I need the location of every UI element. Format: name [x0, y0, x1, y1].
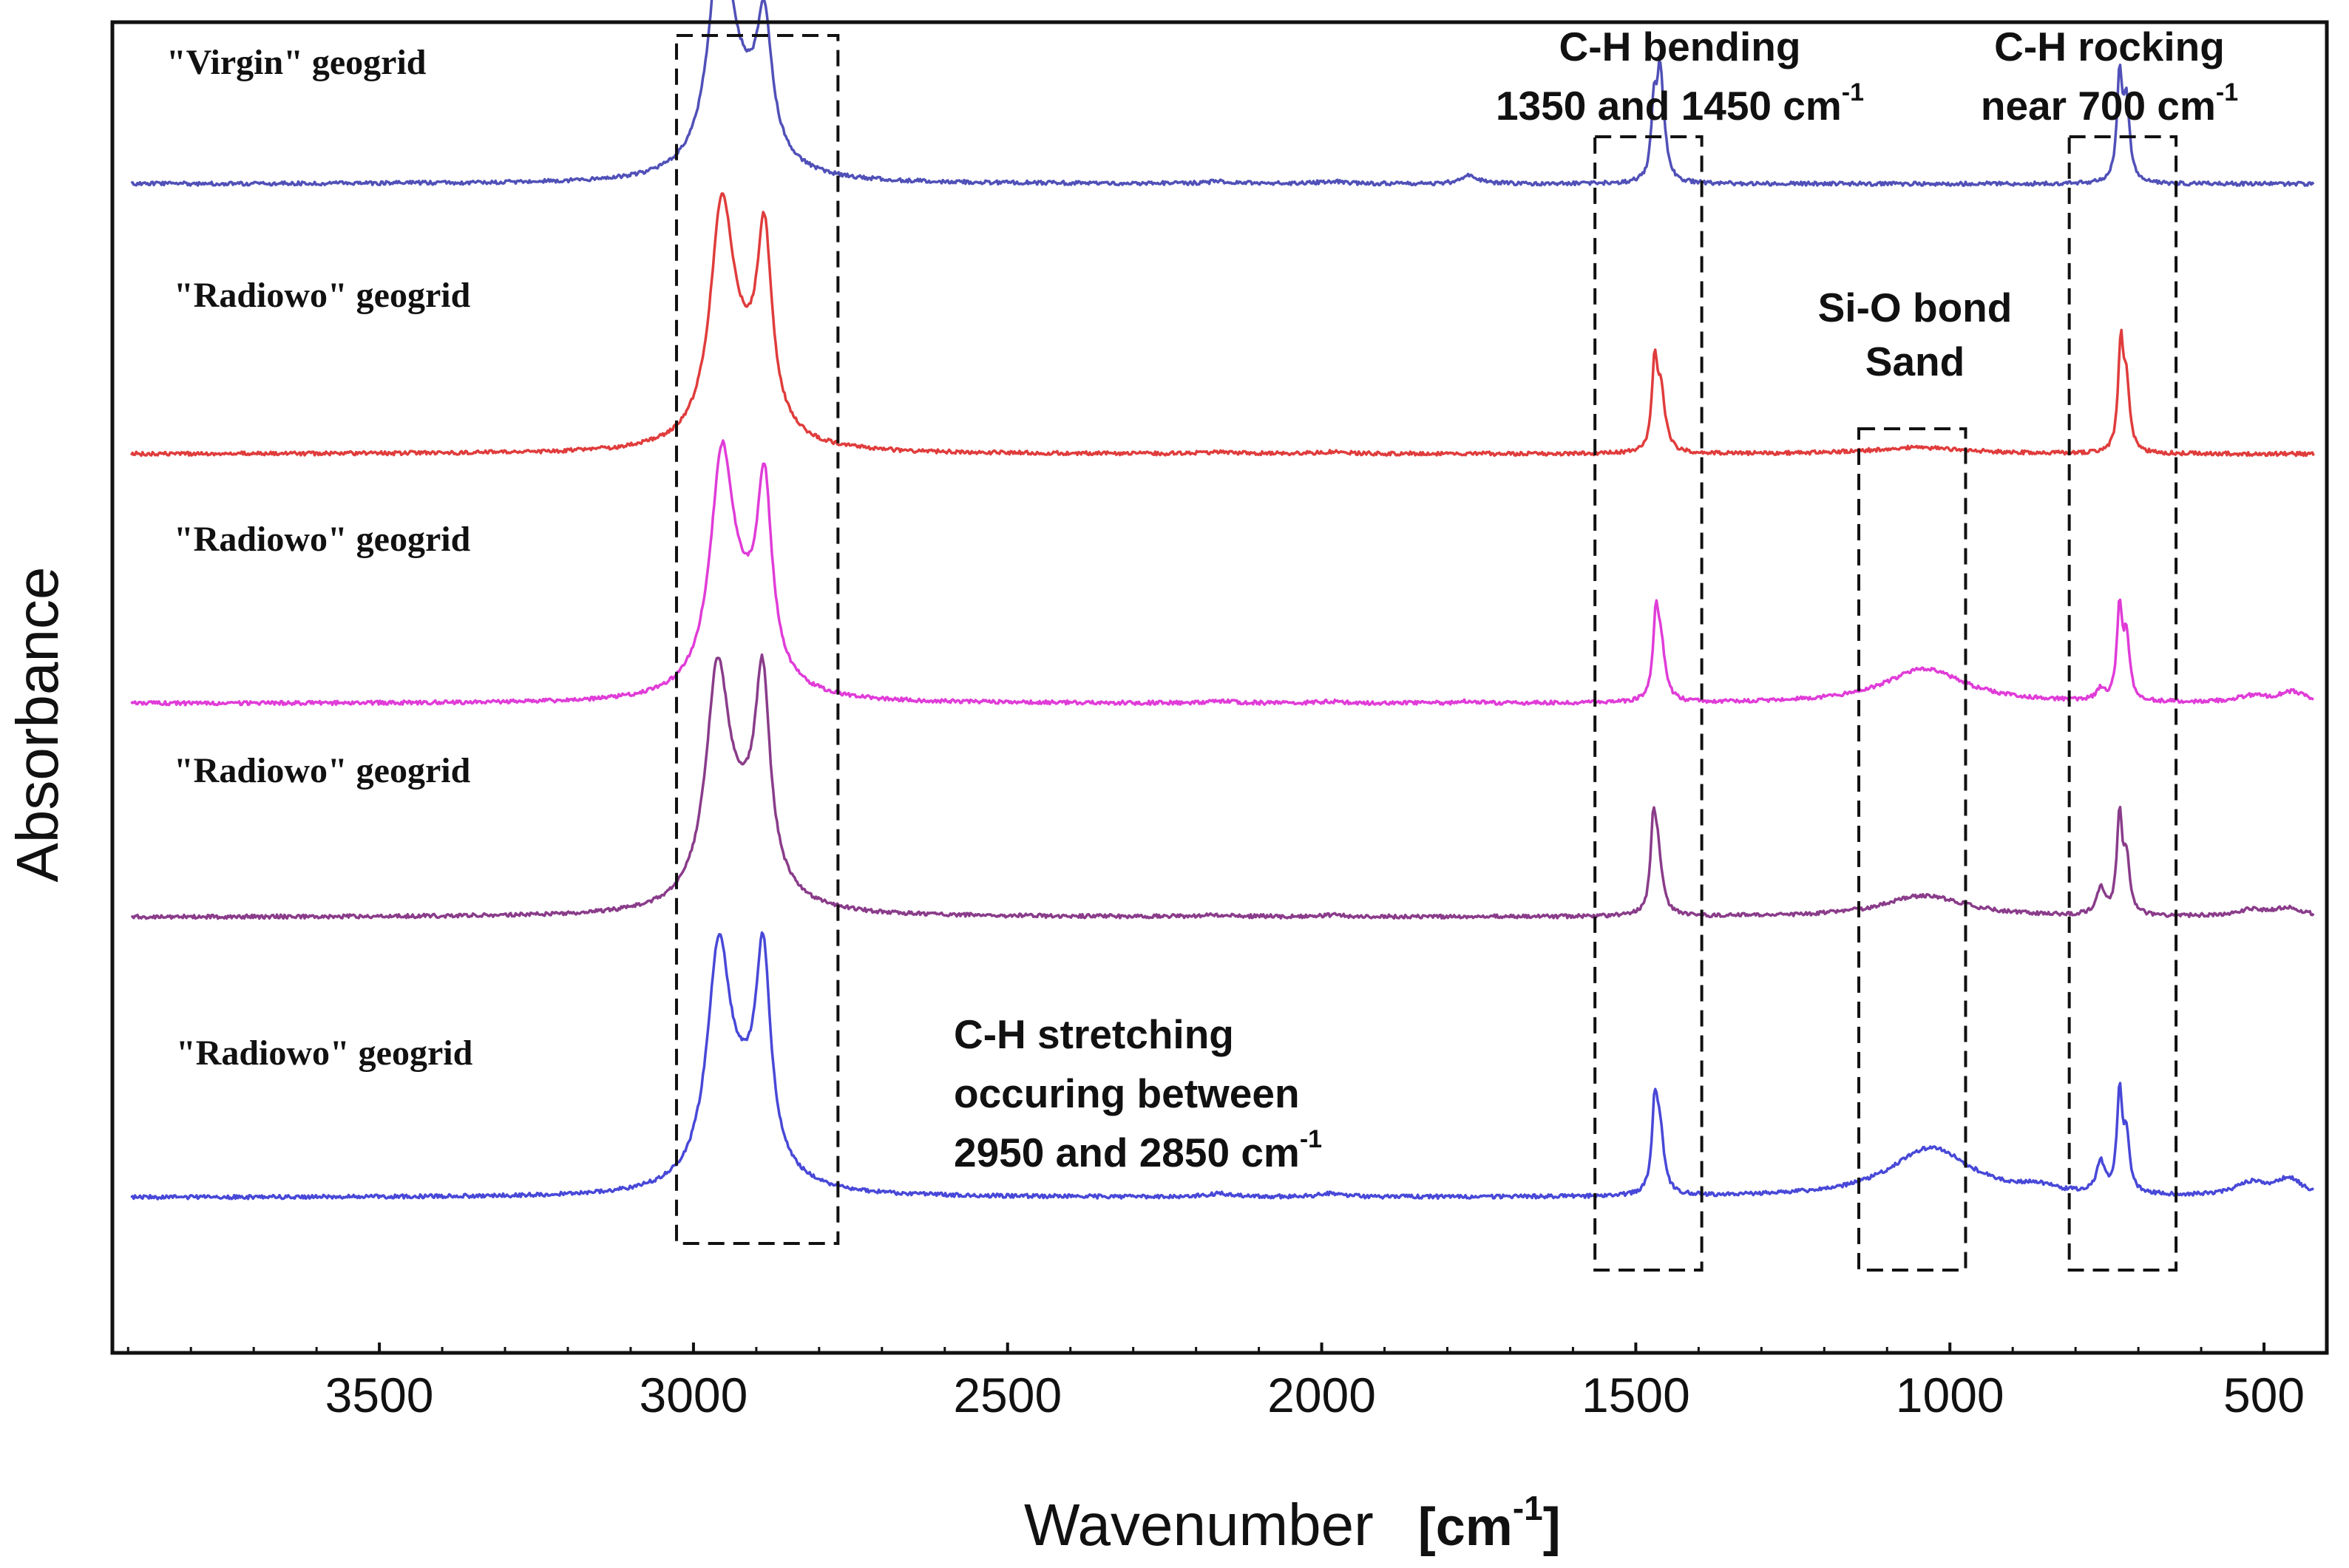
annotation-ch-rocking-line-2: near 700 cm-1: [1981, 78, 2238, 129]
annotation-ch-bending-line-2-text: 1350 and 1450 cm: [1496, 83, 1842, 129]
annotation-box-ch-stretching: [674, 34, 840, 1245]
x-axis-label: Wavenumber [cm-1]: [1024, 1489, 1561, 1558]
x-tick-label-2000: 2000: [1267, 1368, 1376, 1422]
annotation-box-layer: [674, 34, 2178, 1272]
series-label-virgin: "Virgin" geogrid: [166, 43, 427, 82]
x-tick-label-500: 500: [2223, 1368, 2305, 1422]
annotation-ch-rocking: C-H rocking near 700 cm-1: [1981, 24, 2238, 129]
x-tick-label-3000: 3000: [640, 1368, 748, 1422]
series-line-0: [130, 0, 2315, 187]
annotation-ch-stretching-line-2: occuring between: [954, 1070, 1300, 1116]
annotation-ch-bending-sup: -1: [1842, 78, 1864, 106]
series-line-3: [130, 653, 2315, 920]
annotation-ch-stretching-line-1: C-H stretching: [954, 1011, 1234, 1057]
annotation-ch-rocking-line-2-text: near 700 cm: [1981, 83, 2216, 129]
annotation-sio-bond: Si-O bond Sand: [1818, 285, 2013, 384]
series-label-radiowo-4: "Radiowo" geogrid: [176, 1034, 473, 1073]
x-tick-label-3500: 3500: [325, 1368, 434, 1422]
x-axis-unit-exp: -1: [1513, 1489, 1543, 1527]
x-axis-unit-suffix: ]: [1543, 1498, 1561, 1557]
series-label-radiowo-3: "Radiowo" geogrid: [174, 751, 471, 790]
annotation-ch-rocking-sup: -1: [2216, 78, 2238, 106]
x-axis-unit-prefix: [cm: [1418, 1498, 1513, 1557]
x-axis-label-text: Wavenumber: [1024, 1492, 1374, 1558]
series-label-radiowo-1: "Radiowo" geogrid: [174, 276, 471, 315]
annotation-box-ch-rocking: [2067, 135, 2178, 1272]
annotation-ch-stretching-sup: -1: [1300, 1125, 1322, 1153]
x-tick-layer: 3500 3000 2500 2000 1500 1000 500: [126, 1343, 2305, 1422]
series-layer: [129, 0, 2315, 1201]
annotation-ch-rocking-line-1: C-H rocking: [1994, 24, 2225, 69]
series-line-1: [129, 192, 2315, 458]
series-label-radiowo-2: "Radiowo" geogrid: [174, 520, 471, 559]
annotation-sio-bond-line-1: Si-O bond: [1818, 285, 2013, 330]
annotation-box-ch-bending: [1593, 135, 1704, 1272]
x-tick-label-1500: 1500: [1582, 1368, 1690, 1422]
series-line-2: [130, 439, 2314, 707]
annotation-ch-stretching: C-H stretching occuring between 2950 and…: [954, 1011, 1322, 1175]
y-axis-label: Absorbance: [4, 567, 70, 883]
x-tick-label-2500: 2500: [953, 1368, 1062, 1422]
annotation-ch-bending: C-H bending 1350 and 1450 cm-1: [1496, 24, 1864, 129]
annotation-sio-bond-line-2: Sand: [1865, 339, 1965, 384]
annotation-ch-stretching-line-3-text: 2950 and 2850 cm: [954, 1130, 1300, 1175]
x-tick-label-1000: 1000: [1896, 1368, 2004, 1422]
annotation-ch-stretching-line-3: 2950 and 2850 cm-1: [954, 1125, 1322, 1175]
plot-frame: [110, 20, 2329, 1355]
annotation-box-sio-bond: [1857, 427, 1967, 1272]
annotation-ch-bending-line-1: C-H bending: [1559, 24, 1801, 69]
annotation-ch-bending-line-2: 1350 and 1450 cm-1: [1496, 78, 1864, 129]
series-line-4: [130, 931, 2314, 1201]
